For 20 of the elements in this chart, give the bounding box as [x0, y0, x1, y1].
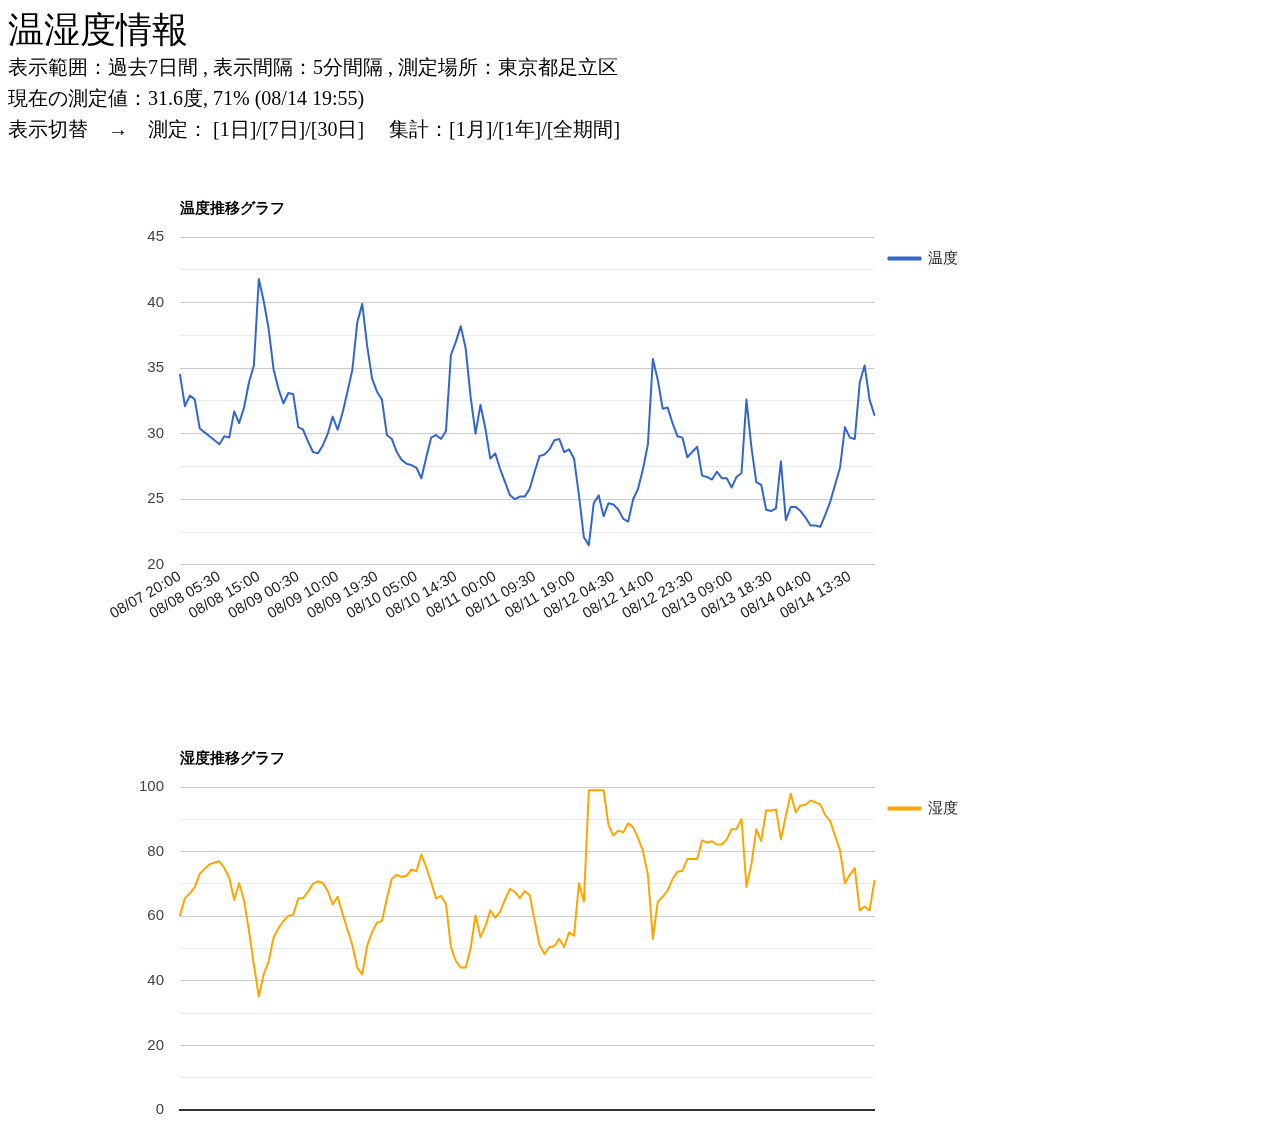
- legend-label: 湿度: [928, 798, 958, 816]
- y-tick-label: 80: [147, 841, 164, 859]
- y-tick-label: 40: [147, 292, 164, 310]
- y-tick-label: 0: [155, 1100, 164, 1118]
- y-tick-label: 25: [147, 489, 164, 507]
- text: 表示切替 → 測定： [1日]/[7日]/[30日] 集計：[1月]/[1年]/[全期間]: [8, 117, 622, 142]
- chart-title: 温度推移グラフ: [179, 199, 285, 217]
- y-tick-label: 20: [147, 554, 164, 572]
- text: 表示範囲：過去7日間 , 表示間隔：5分間隔 , 測定場所：東京都足立区: [8, 55, 619, 80]
- chart-title: 湿度推移グラフ: [179, 749, 285, 767]
- y-tick-label: 40: [147, 970, 164, 988]
- text: 温湿度情報: [8, 9, 189, 52]
- y-tick-label: 45: [147, 227, 164, 245]
- y-tick-label: 30: [147, 423, 164, 441]
- text: 現在の測定値：31.6度, 71% (08/14 19:55): [8, 86, 366, 112]
- y-tick-label: 60: [147, 906, 164, 924]
- y-tick-label: 20: [147, 1035, 164, 1053]
- legend-label: 温度: [928, 248, 958, 266]
- y-tick-label: 100: [138, 777, 164, 795]
- y-tick-label: 35: [147, 358, 164, 376]
